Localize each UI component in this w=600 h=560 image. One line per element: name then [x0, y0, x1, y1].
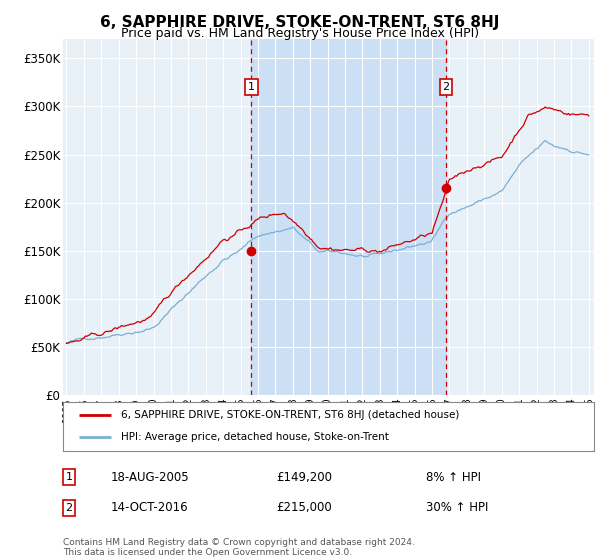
- Text: 6, SAPPHIRE DRIVE, STOKE-ON-TRENT, ST6 8HJ (detached house): 6, SAPPHIRE DRIVE, STOKE-ON-TRENT, ST6 8…: [121, 410, 460, 421]
- Text: Price paid vs. HM Land Registry's House Price Index (HPI): Price paid vs. HM Land Registry's House …: [121, 27, 479, 40]
- Text: 2: 2: [65, 503, 73, 513]
- Text: 14-OCT-2016: 14-OCT-2016: [111, 501, 188, 515]
- Text: 2: 2: [442, 82, 449, 92]
- Text: 6, SAPPHIRE DRIVE, STOKE-ON-TRENT, ST6 8HJ: 6, SAPPHIRE DRIVE, STOKE-ON-TRENT, ST6 8…: [100, 15, 500, 30]
- Text: 1: 1: [65, 472, 73, 482]
- Text: 1: 1: [248, 82, 255, 92]
- Bar: [251, 39, 446, 395]
- Text: 30% ↑ HPI: 30% ↑ HPI: [426, 501, 488, 515]
- Text: Contains HM Land Registry data © Crown copyright and database right 2024.
This d: Contains HM Land Registry data © Crown c…: [63, 538, 415, 557]
- Text: 8% ↑ HPI: 8% ↑ HPI: [426, 470, 481, 484]
- Text: 18-AUG-2005: 18-AUG-2005: [111, 470, 190, 484]
- Text: HPI: Average price, detached house, Stoke-on-Trent: HPI: Average price, detached house, Stok…: [121, 432, 389, 442]
- Text: £215,000: £215,000: [276, 501, 332, 515]
- Text: £149,200: £149,200: [276, 470, 332, 484]
